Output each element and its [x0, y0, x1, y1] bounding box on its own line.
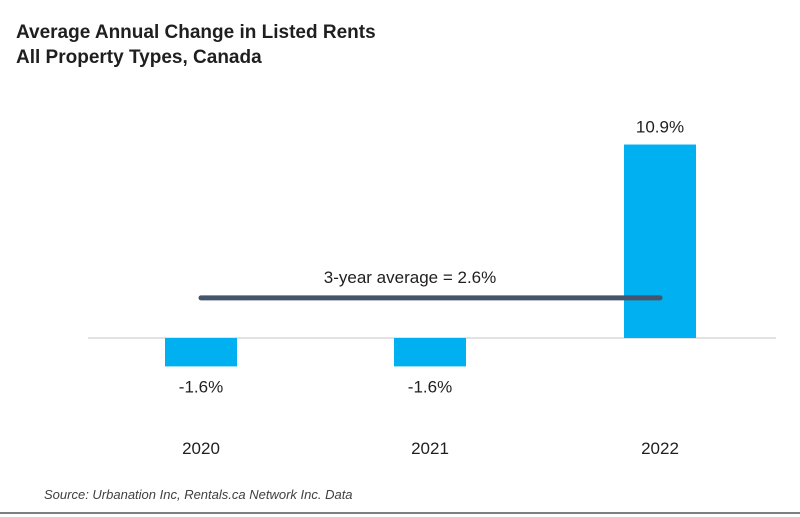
chart-title: Average Annual Change in Listed Rents [16, 22, 376, 43]
source-note: Source: Urbanation Inc, Rentals.ca Netwo… [44, 487, 353, 502]
bottom-divider [0, 512, 800, 514]
bar-2020 [165, 338, 237, 367]
data-label-2020: -1.6% [179, 377, 223, 396]
x-tick-label-2022: 2022 [641, 439, 679, 458]
x-tick-label-2021: 2021 [411, 439, 449, 458]
average-line-label: 3-year average = 2.6% [324, 268, 496, 287]
chart-title-block: Average Annual Change in Listed Rents Al… [16, 20, 376, 70]
bar-2022 [624, 144, 696, 338]
data-label-2022: 10.9% [636, 118, 684, 137]
chart-subtitle: All Property Types, Canada [16, 47, 262, 68]
x-tick-label-2020: 2020 [182, 439, 220, 458]
data-label-2021: -1.6% [408, 377, 452, 396]
bar-2021 [394, 338, 466, 367]
